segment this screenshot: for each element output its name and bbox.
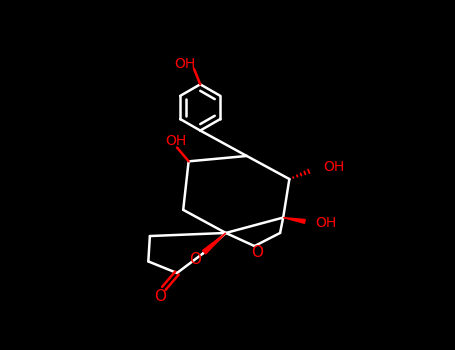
Text: O: O bbox=[252, 245, 263, 260]
Text: O: O bbox=[154, 289, 166, 303]
Text: OH: OH bbox=[316, 216, 337, 230]
Text: OH: OH bbox=[166, 134, 187, 148]
Polygon shape bbox=[283, 218, 305, 223]
Text: O: O bbox=[189, 252, 201, 267]
Text: OH: OH bbox=[324, 160, 345, 174]
Polygon shape bbox=[202, 233, 226, 254]
Text: OH: OH bbox=[174, 57, 195, 71]
